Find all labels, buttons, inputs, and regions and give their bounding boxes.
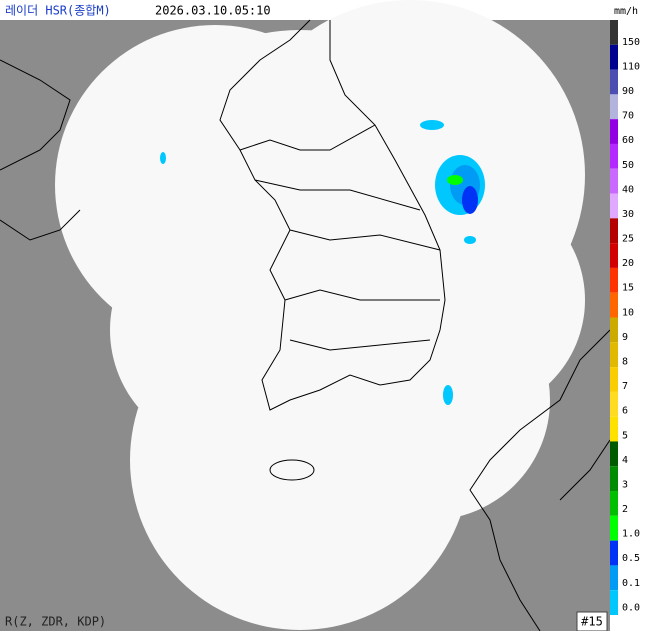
legend-swatch xyxy=(610,416,618,442)
legend-swatch xyxy=(610,342,618,368)
legend-label: 90 xyxy=(622,86,634,97)
legend-label: 2 xyxy=(622,504,628,515)
legend-swatch xyxy=(610,391,618,417)
legend-label: 6 xyxy=(622,406,628,417)
badge: #15 xyxy=(581,615,603,629)
legend-label: 15 xyxy=(622,283,634,294)
legend-swatch xyxy=(610,441,618,467)
legend-swatch xyxy=(610,515,618,541)
legend-label: 9 xyxy=(622,332,628,343)
legend-swatch xyxy=(610,69,618,95)
legend-label: 0.1 xyxy=(622,578,640,589)
legend-label: 30 xyxy=(622,209,634,220)
legend-label: 60 xyxy=(622,135,634,146)
legend-label: 0.5 xyxy=(622,553,640,564)
legend-label: 8 xyxy=(622,356,628,367)
legend-swatch xyxy=(610,540,618,566)
legend-swatch xyxy=(610,44,618,70)
legend-swatch xyxy=(610,292,618,318)
timestamp: 2026.03.10.05:10 xyxy=(155,4,271,18)
legend-label: 40 xyxy=(622,184,634,195)
coverage xyxy=(55,0,585,630)
legend-label: 110 xyxy=(622,61,640,72)
legend-swatch xyxy=(610,168,618,194)
legend-label: 10 xyxy=(622,307,634,318)
legend-swatch xyxy=(610,491,618,516)
legend-swatch xyxy=(610,466,618,492)
legend-swatch xyxy=(610,317,618,343)
legend-swatch xyxy=(610,367,618,392)
legend-swatch xyxy=(610,243,618,268)
legend-label: 20 xyxy=(622,258,634,269)
legend-swatch xyxy=(610,143,618,169)
legend-swatch xyxy=(610,565,618,591)
title: 레이더 HSR(종합M) xyxy=(5,4,111,18)
legend-label: 70 xyxy=(622,111,634,122)
legend-swatch xyxy=(610,590,618,615)
legend-label: 50 xyxy=(622,160,634,171)
legend-swatch xyxy=(610,193,618,219)
legend-label: 150 xyxy=(622,37,640,48)
legend-label: 4 xyxy=(622,455,628,466)
legend-swatch xyxy=(610,218,618,244)
legend-label: 3 xyxy=(622,479,628,490)
legend-swatch xyxy=(610,267,618,293)
legend-swatch xyxy=(610,94,618,120)
coastlines xyxy=(0,19,611,632)
legend-swatch xyxy=(610,20,618,45)
unit: mm/h xyxy=(614,6,638,17)
rain-echoes xyxy=(160,120,485,405)
legend-label: 5 xyxy=(622,430,628,441)
legend-swatch xyxy=(610,119,618,144)
legend-label: 7 xyxy=(622,381,628,392)
legend-label: 25 xyxy=(622,234,634,245)
legend-label: 0.0 xyxy=(622,602,640,613)
method: R(Z, ZDR, KDP) xyxy=(5,615,106,629)
legend-label: 1.0 xyxy=(622,529,640,540)
